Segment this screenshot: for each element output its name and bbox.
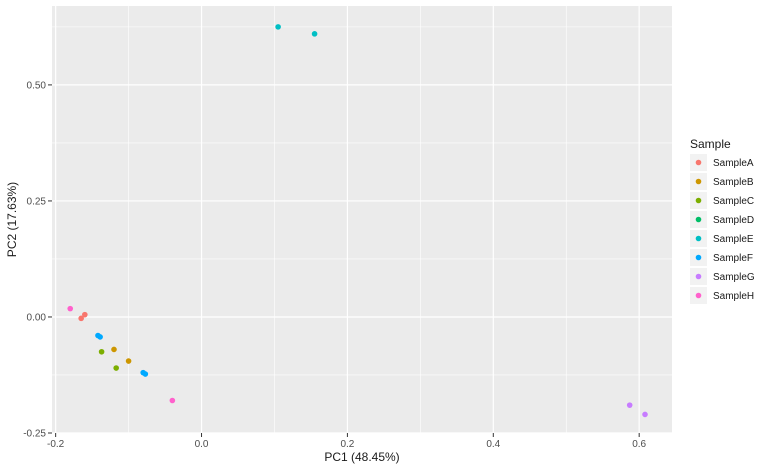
y-tick-label-3: 0.50: [27, 80, 47, 91]
point-samplee-0: [275, 24, 281, 30]
x-tick-label-3: 0.4: [486, 439, 500, 450]
legend-title: Sample: [690, 137, 731, 151]
legend-label-sampleg: SampleG: [713, 272, 755, 283]
legend-key-sampleg: [695, 273, 702, 280]
legend-key-samplea: [695, 159, 702, 166]
major-gridlines: [52, 6, 672, 434]
legend-label-samplec: SampleC: [713, 196, 754, 207]
legend: Sample SampleA SampleB SampleC SampleD Sampl…: [690, 137, 755, 304]
legend-key-sampled: [695, 216, 702, 223]
point-sampleg-0: [626, 402, 633, 408]
legend-label-samplea: SampleA: [713, 158, 754, 169]
legend-label-samplef: SampleF: [713, 253, 753, 264]
x-tick-label-4: 0.6: [632, 439, 646, 450]
legend-key-samplee: [695, 235, 702, 242]
point-samplee-1: [311, 31, 318, 37]
legend-label-samplee: SampleE: [713, 234, 754, 245]
point-samplef-1: [97, 334, 103, 340]
x-axis-title: PC1 (48.45%): [324, 450, 399, 464]
legend-key-samplef: [695, 254, 702, 261]
legend-key-sampleh: [695, 292, 702, 299]
y-tick-label-1: 0.00: [27, 312, 47, 323]
y-axis-ticks: -0.25 0.00 0.25 0.50: [23, 80, 52, 440]
x-axis-ticks: -0.2 0.0 0.2 0.4 0.6: [47, 433, 647, 450]
legend-label-sampled: SampleD: [713, 215, 754, 226]
point-samplea-0: [82, 311, 88, 318]
point-samplef-3: [142, 371, 149, 377]
y-axis-title: PC2 (17.63%): [5, 182, 19, 257]
x-tick-label-0: -0.2: [47, 439, 65, 450]
y-tick-label-0: -0.25: [23, 429, 46, 440]
point-samplec-0: [98, 348, 105, 355]
y-tick-label-2: 0.25: [27, 196, 47, 207]
point-samplea-1: [78, 315, 84, 322]
legend-key-sampleb: [695, 178, 702, 185]
x-tick-label-1: 0.0: [195, 439, 209, 450]
point-sampleb-1: [125, 358, 132, 364]
point-samplec-1: [113, 365, 119, 371]
point-sampleh-0: [67, 305, 74, 312]
data-points: [67, 24, 648, 418]
plot-panel: [52, 6, 672, 433]
point-sampleg-1: [642, 411, 648, 418]
legend-key-samplec: [695, 197, 702, 204]
legend-label-sampleb: SampleB: [713, 177, 754, 188]
minor-gridlines: [52, 6, 672, 433]
point-sampleh-1: [169, 397, 176, 404]
point-sampleb-0: [111, 346, 117, 353]
x-tick-label-2: 0.2: [340, 439, 354, 450]
legend-label-sampleh: SampleH: [713, 291, 754, 302]
